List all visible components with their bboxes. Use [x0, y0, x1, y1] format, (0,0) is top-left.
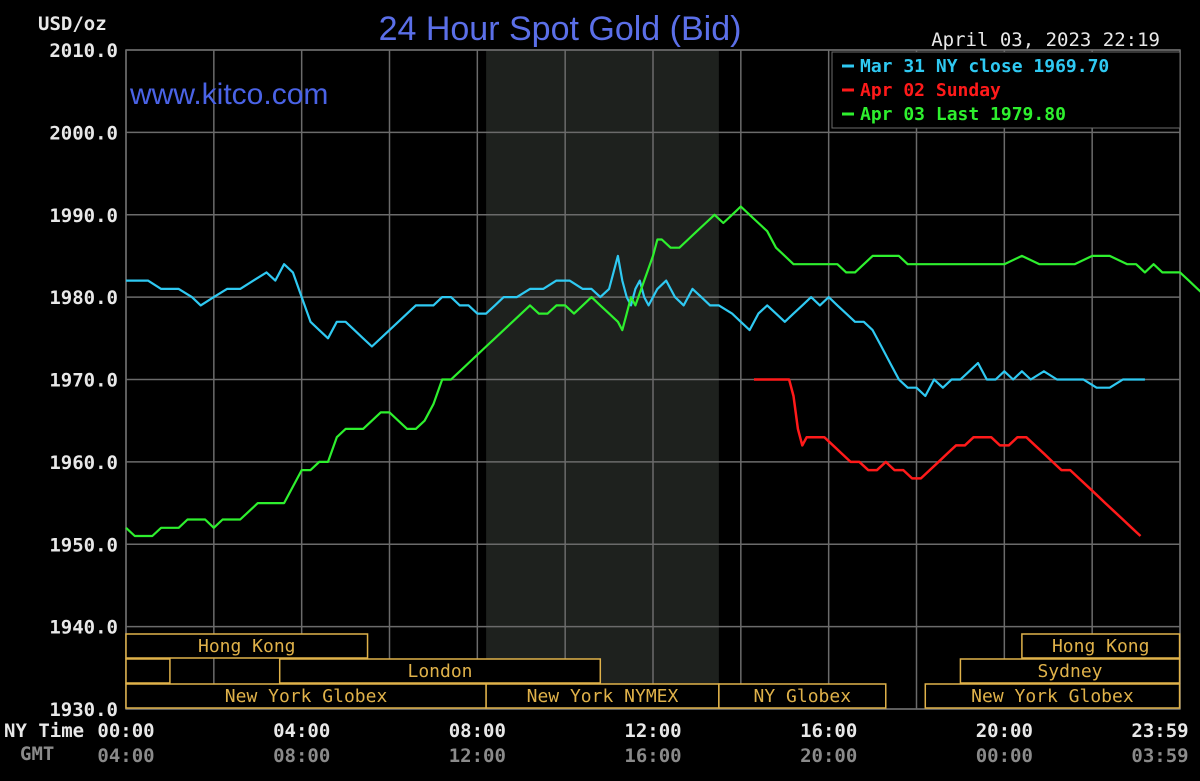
y-tick-label: 2010.0: [49, 40, 118, 62]
x-tick-label-ny: 00:00: [97, 720, 154, 742]
session-label: New York Globex: [225, 686, 388, 707]
session-box: [1021, 633, 1181, 659]
session-box: [125, 658, 171, 684]
session-bars: Hong Kong London New York Globex New York N…: [125, 633, 1181, 709]
y-tick-label: 1990.0: [49, 205, 118, 227]
x-tick-label-ny: 20:00: [976, 720, 1033, 742]
x-tick-label-gmt: 20:00: [800, 745, 857, 767]
y-tick-label: 2000.0: [49, 122, 118, 144]
x-tick-label-gmt: 03:59: [1131, 745, 1188, 767]
plot-frame: [125, 49, 1181, 710]
session-label: London: [407, 661, 472, 682]
watermark-url: www.kitco.com: [129, 78, 328, 111]
y-tick-label: 1950.0: [49, 534, 118, 556]
x-tick-label-gmt: 16:00: [624, 745, 681, 767]
session-label: Hong Kong: [198, 636, 296, 657]
y-tick-label: 1940.0: [49, 617, 118, 639]
y-tick-label: 1970.0: [49, 370, 118, 392]
x-axis-labels: 00:00 04:00 08:00 12:00 16:00 20:00 23:59 04:00…: [97, 720, 1188, 767]
x-tick-label-ny: 23:59: [1131, 720, 1188, 742]
legend: Mar 31 NY close 1969.70 Apr 02 Sunday Apr …: [831, 51, 1181, 129]
session-box: [278, 658, 602, 684]
y-tick-label: 1960.0: [49, 452, 118, 474]
x-tick-label-gmt: 08:00: [273, 745, 330, 767]
x-tick-label-gmt: 12:00: [449, 745, 506, 767]
session-label: New York NYMEX: [527, 686, 679, 707]
x-axis-name-gmt: GMT: [20, 743, 54, 765]
x-tick-label-gmt: 00:00: [976, 745, 1033, 767]
x-tick-label-ny: 12:00: [624, 720, 681, 742]
series-line-apr03: [125, 205, 1200, 538]
legend-entry: Mar 31 NY close 1969.70: [860, 56, 1109, 77]
x-tick-label-ny: 04:00: [273, 720, 330, 742]
session-label: NY Globex: [754, 686, 852, 707]
session-box: [718, 683, 887, 709]
series-layer: [125, 205, 1200, 538]
y-tick-label: 1930.0: [49, 699, 118, 721]
y-axis-labels: 2010.0 2000.0 1990.0 1980.0 1970.0 1960.0 1950…: [49, 40, 118, 721]
session-label: Hong Kong: [1052, 636, 1150, 657]
session-label: Sydney: [1037, 661, 1102, 682]
unit-label: USD/oz: [38, 13, 107, 35]
x-tick-label-ny: 16:00: [800, 720, 857, 742]
legend-entry: Apr 02 Sunday: [860, 80, 1001, 101]
x-tick-label-gmt: 04:00: [97, 745, 154, 767]
y-tick-label: 1980.0: [49, 287, 118, 309]
x-tick-label-ny: 08:00: [449, 720, 506, 742]
series-line-apr02: [754, 378, 1142, 537]
x-axis-name-ny: NY Time: [4, 720, 84, 742]
session-label: New York Globex: [971, 686, 1134, 707]
legend-entry: Apr 03 Last 1979.80: [860, 104, 1066, 125]
session-box: [125, 633, 369, 659]
timestamp: April 03, 2023 22:19: [931, 29, 1160, 51]
chart-title: 24 Hour Spot Gold (Bid): [379, 10, 742, 48]
session-box: [924, 683, 1181, 709]
session-box: [959, 658, 1181, 684]
